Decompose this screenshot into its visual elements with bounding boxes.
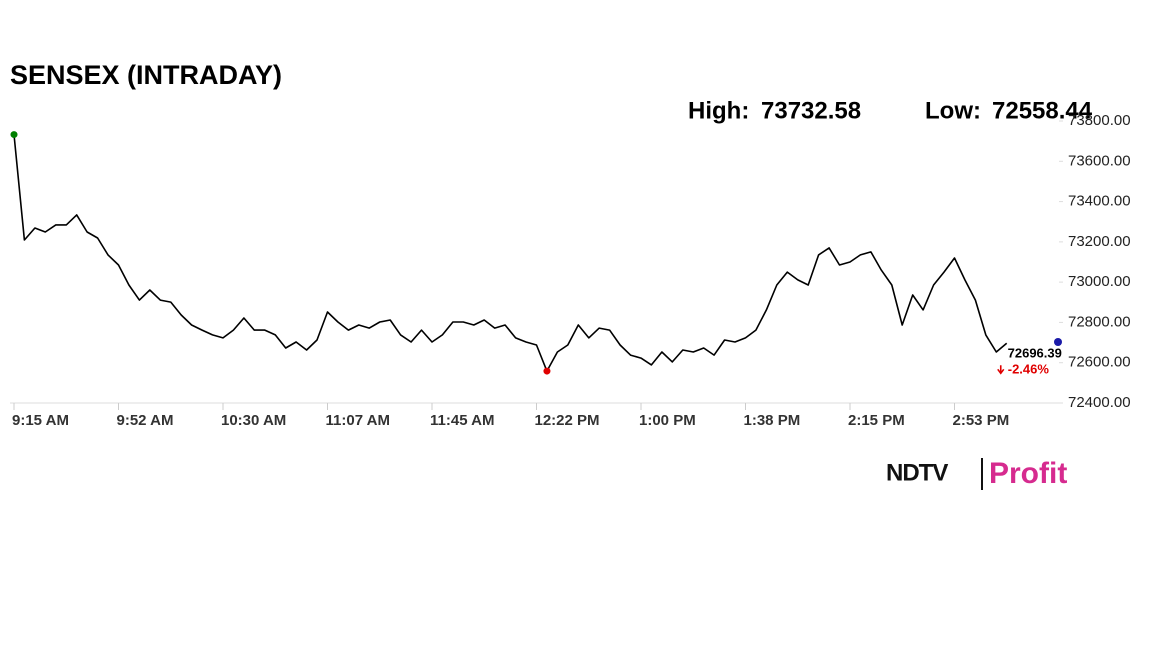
y-tick-label: 73200.00 — [1068, 233, 1131, 250]
y-tick-label: 73800.00 — [1068, 112, 1131, 129]
change-label: -2.46% — [1008, 362, 1050, 377]
x-tick-label: 9:52 AM — [117, 412, 174, 429]
chart-title: SENSEX (INTRADAY) — [10, 60, 282, 90]
y-tick-label: 73000.00 — [1068, 273, 1131, 290]
low-label: Low: — [925, 97, 981, 124]
down-arrow — [997, 365, 1005, 375]
x-tick-label: 1:38 PM — [744, 412, 801, 429]
x-tick-label: 11:45 AM — [430, 412, 494, 429]
x-tick-label: 9:15 AM — [12, 412, 69, 429]
y-tick-label: 72400.00 — [1068, 394, 1131, 411]
x-tick-label: 12:22 PM — [535, 412, 600, 429]
price-line — [13, 134, 1008, 372]
y-tick-label: 72600.00 — [1068, 354, 1131, 371]
logo-left: NDTV — [886, 459, 948, 486]
logo-right: Profit — [989, 457, 1067, 490]
close-dot — [1054, 338, 1062, 346]
x-tick-label: 11:07 AM — [326, 412, 390, 429]
high-label: High: — [688, 97, 749, 124]
x-tick-label: 2:53 PM — [953, 412, 1010, 429]
last-value-label: 72696.39 — [1008, 346, 1062, 361]
y-tick-label: 72800.00 — [1068, 313, 1131, 330]
x-tick-label: 10:30 AM — [221, 412, 286, 429]
high-marker — [10, 131, 18, 139]
x-tick-label: 1:00 PM — [639, 412, 696, 429]
high-value: 73732.58 — [761, 97, 861, 124]
y-tick-label: 73400.00 — [1068, 193, 1131, 210]
low-marker — [543, 367, 551, 375]
low-value: 72558.44 — [992, 97, 1093, 124]
y-tick-label: 73600.00 — [1068, 152, 1131, 169]
x-tick-label: 2:15 PM — [848, 412, 905, 429]
